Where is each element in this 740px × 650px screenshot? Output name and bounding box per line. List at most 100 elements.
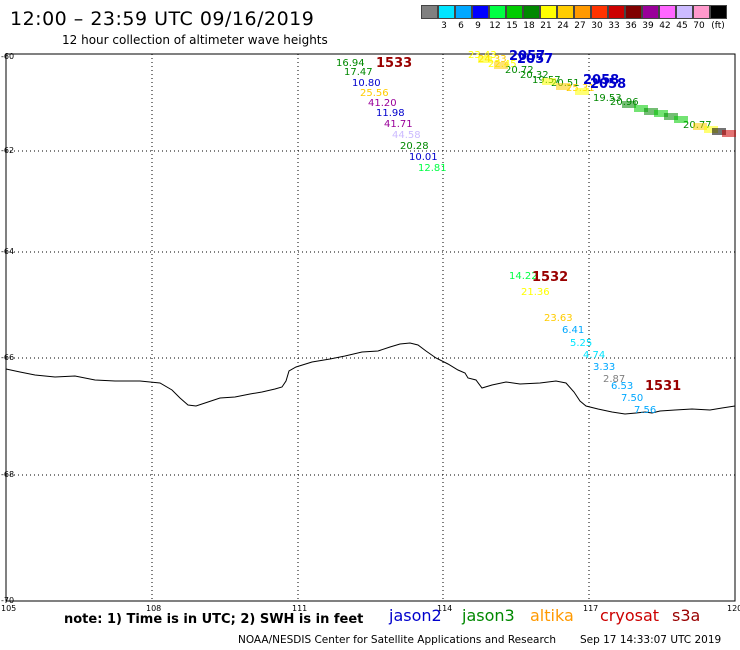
colorbar-tick-label: 21 bbox=[540, 21, 552, 31]
wave-height-value: 20.72 bbox=[505, 65, 534, 76]
pass-number-label: 1532 bbox=[532, 270, 568, 285]
colorbar-tick-label: 9 bbox=[475, 21, 481, 31]
x-tick-label: 120 bbox=[727, 604, 740, 613]
wave-height-value: 24.33 bbox=[478, 54, 507, 65]
page-subtitle: 12 hour collection of altimeter wave hei… bbox=[62, 33, 328, 47]
x-tick-label: 111 bbox=[292, 604, 307, 613]
colorbar-tick-label: 3 bbox=[441, 21, 447, 31]
antarctic-coastline bbox=[5, 342, 736, 415]
colorbar-swatch bbox=[659, 5, 676, 19]
y-tick-label: -68 bbox=[1, 470, 14, 479]
colorbar-swatch bbox=[642, 5, 659, 19]
wave-height-value: 25.56 bbox=[360, 88, 389, 99]
pass-number-label: 1531 bbox=[645, 379, 681, 394]
wave-track-mark bbox=[494, 62, 508, 69]
wave-track-mark bbox=[622, 101, 636, 108]
x-tick-label: 114 bbox=[437, 604, 452, 613]
colorbar-tick-label: 36 bbox=[625, 21, 637, 31]
colorbar-tick-label: 30 bbox=[591, 21, 603, 31]
colorbar-tick-label: 15 bbox=[506, 21, 518, 31]
colorbar-swatch bbox=[523, 5, 540, 19]
colorbar-swatch bbox=[625, 5, 642, 19]
wave-height-value: 11.98 bbox=[376, 108, 405, 119]
colorbar-tick-label: 70 bbox=[693, 21, 705, 31]
colorbar-swatch bbox=[608, 5, 625, 19]
wave-track-mark bbox=[674, 116, 688, 123]
colorbar-swatch bbox=[693, 5, 710, 19]
wave-height-value: 16.94 bbox=[336, 58, 365, 69]
colorbar-swatch bbox=[676, 5, 693, 19]
colorbar-tick-label: 45 bbox=[676, 21, 688, 31]
wave-track-mark bbox=[556, 83, 570, 90]
wave-track-mark bbox=[664, 113, 678, 120]
footer-credit: NOAA/NESDIS Center for Satellite Applica… bbox=[238, 634, 556, 646]
wave-track-mark bbox=[654, 110, 668, 117]
colorbar-tick-label: 24 bbox=[557, 21, 569, 31]
colorbar-tick-label: 39 bbox=[642, 21, 654, 31]
wave-height-value: 14.22 bbox=[509, 271, 538, 282]
wave-height-value: 20.28 bbox=[400, 141, 429, 152]
satellite-legend-item: cryosat bbox=[600, 606, 660, 625]
wave-height-value: 21.36 bbox=[521, 287, 550, 298]
colorbar-swatch bbox=[438, 5, 455, 19]
wave-height-value: 12.81 bbox=[418, 163, 447, 174]
wave-height-value: 7.50 bbox=[621, 393, 643, 404]
wave-track-mark bbox=[704, 126, 718, 133]
colorbar-tick-label: 27 bbox=[574, 21, 586, 31]
colorbar-swatch bbox=[506, 5, 523, 19]
colorbar-swatch bbox=[574, 5, 591, 19]
pass-number-label: 2058 bbox=[590, 77, 626, 92]
wave-track-mark bbox=[722, 130, 736, 137]
wave-track-mark bbox=[644, 108, 658, 115]
pass-number-label: 2057 bbox=[517, 52, 553, 67]
wave-height-value: 44.58 bbox=[392, 130, 421, 141]
x-tick-label: 108 bbox=[146, 604, 161, 613]
satellite-legend-item: jason2 bbox=[389, 606, 442, 625]
wave-height-value: 23.43 bbox=[468, 50, 497, 61]
wave-track-mark bbox=[575, 88, 589, 95]
y-tick-label: -62 bbox=[1, 146, 14, 155]
wave-height-value: 20.32 bbox=[520, 70, 549, 81]
wave-height-value: 7.56 bbox=[634, 405, 656, 416]
wave-track-mark bbox=[712, 128, 726, 135]
wave-height-value: 5.25 bbox=[570, 338, 592, 349]
wave-track-mark bbox=[542, 78, 556, 85]
x-tick-label: 105 bbox=[1, 604, 16, 613]
wave-height-value: 2.87 bbox=[603, 374, 625, 385]
pass-number-label: 2058 bbox=[583, 73, 619, 88]
graticule bbox=[6, 54, 735, 601]
wave-height-value: 3.33 bbox=[593, 362, 615, 373]
footer-timestamp: Sep 17 14:33:07 UTC 2019 bbox=[580, 634, 722, 646]
y-tick-label: -64 bbox=[1, 247, 14, 256]
colorbar-tick-label: 12 bbox=[489, 21, 501, 31]
wave-height-value: 10.01 bbox=[409, 152, 438, 163]
satellite-legend-item: jason3 bbox=[462, 606, 515, 625]
x-tick-label: 117 bbox=[583, 604, 598, 613]
colorbar-swatch bbox=[489, 5, 506, 19]
colorbar-tick-label: 6 bbox=[458, 21, 464, 31]
pass-number-label: 1533 bbox=[376, 56, 412, 71]
map-frame bbox=[5, 53, 736, 602]
colorbar-unit-label: (ft) bbox=[711, 21, 725, 31]
y-tick-label: -66 bbox=[1, 353, 14, 362]
colorbar-swatch bbox=[540, 5, 557, 19]
wave-height-value: 41.71 bbox=[384, 119, 413, 130]
colorbar-swatch bbox=[421, 5, 438, 19]
wave-track-mark bbox=[693, 123, 707, 130]
y-tick-label: -60 bbox=[1, 52, 14, 61]
wave-height-value: 6.53 bbox=[611, 381, 633, 392]
y-tick-label: -70 bbox=[1, 596, 14, 605]
colorbar-swatch bbox=[472, 5, 489, 19]
wave-track-mark bbox=[478, 56, 492, 63]
units-note: note: 1) Time is in UTC; 2) SWH is in fe… bbox=[64, 612, 364, 627]
colorbar-swatch bbox=[455, 5, 472, 19]
colorbar-swatch bbox=[557, 5, 574, 19]
wave-height-value: 17.47 bbox=[344, 67, 373, 78]
colorbar-tick-label: 33 bbox=[608, 21, 620, 31]
wave-track-mark bbox=[634, 105, 648, 112]
wave-height-value: 41.20 bbox=[368, 98, 397, 109]
satellite-legend-item: s3a bbox=[672, 606, 701, 625]
wave-height-value: 6.41 bbox=[562, 325, 584, 336]
wave-height-value: 23.63 bbox=[544, 313, 573, 324]
